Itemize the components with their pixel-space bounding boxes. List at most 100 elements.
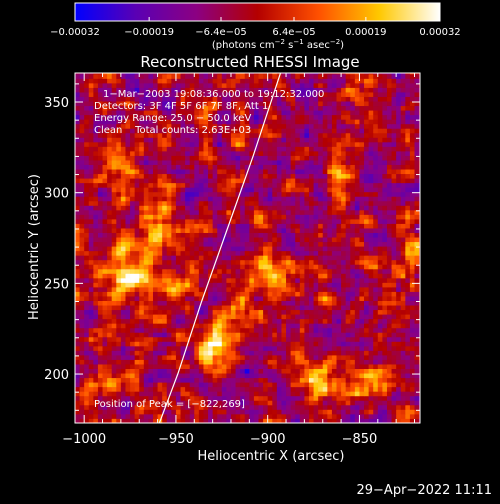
heatmap-cell bbox=[309, 387, 314, 392]
heatmap-cell bbox=[249, 251, 254, 256]
heatmap-cell bbox=[148, 146, 153, 151]
heatmap-cell bbox=[263, 169, 268, 174]
heatmap-cell bbox=[107, 178, 112, 183]
heatmap-cell bbox=[281, 210, 286, 215]
heatmap-cell bbox=[359, 337, 364, 342]
heatmap-cell bbox=[231, 237, 236, 242]
heatmap-cell bbox=[410, 278, 415, 283]
heatmap-cell bbox=[75, 269, 80, 274]
heatmap-cell bbox=[162, 260, 167, 265]
heatmap-cell bbox=[369, 192, 374, 197]
heatmap-cell bbox=[93, 228, 98, 233]
heatmap-cell bbox=[98, 373, 103, 378]
heatmap-cell bbox=[259, 360, 264, 365]
heatmap-cell bbox=[369, 278, 374, 283]
heatmap-cell bbox=[318, 251, 323, 256]
heatmap-cell bbox=[167, 137, 172, 142]
heatmap-cell bbox=[323, 260, 328, 265]
heatmap-cell bbox=[130, 337, 135, 342]
heatmap-cell bbox=[263, 273, 268, 278]
heatmap-cell bbox=[208, 409, 213, 414]
heatmap-cell bbox=[332, 169, 337, 174]
heatmap-cell bbox=[158, 391, 163, 396]
heatmap-cell bbox=[318, 382, 323, 387]
heatmap-cell bbox=[135, 178, 140, 183]
heatmap-cell bbox=[268, 205, 273, 210]
heatmap-cell bbox=[190, 296, 195, 301]
heatmap-cell bbox=[327, 346, 332, 351]
heatmap-cell bbox=[185, 373, 190, 378]
heatmap-cell bbox=[369, 156, 374, 161]
heatmap-cell bbox=[130, 360, 135, 365]
heatmap-cell bbox=[323, 219, 328, 224]
heatmap-cell bbox=[401, 382, 406, 387]
heatmap-cell bbox=[341, 396, 346, 401]
heatmap-cell bbox=[245, 355, 250, 360]
heatmap-cell bbox=[240, 169, 245, 174]
heatmap-cell bbox=[369, 310, 374, 315]
heatmap-cell bbox=[153, 378, 158, 383]
heatmap-cell bbox=[226, 142, 231, 147]
heatmap-cell bbox=[171, 355, 176, 360]
heatmap-cell bbox=[208, 214, 213, 219]
heatmap-cell bbox=[332, 346, 337, 351]
heatmap-cell bbox=[213, 165, 218, 170]
heatmap-cell bbox=[373, 328, 378, 333]
heatmap-cell bbox=[346, 405, 351, 410]
heatmap-cell bbox=[135, 310, 140, 315]
heatmap-cell bbox=[93, 269, 98, 274]
heatmap-cell bbox=[93, 146, 98, 151]
heatmap-cell bbox=[80, 246, 85, 251]
heatmap-cell bbox=[93, 305, 98, 310]
heatmap-cell bbox=[176, 255, 181, 260]
heatmap-cell bbox=[240, 269, 245, 274]
heatmap-cell bbox=[323, 382, 328, 387]
heatmap-cell bbox=[158, 156, 163, 161]
heatmap-cell bbox=[332, 323, 337, 328]
heatmap-cell bbox=[387, 160, 392, 165]
heatmap-cell bbox=[217, 260, 222, 265]
heatmap-cell bbox=[291, 169, 296, 174]
heatmap-cell bbox=[259, 305, 264, 310]
heatmap-cell bbox=[162, 224, 167, 229]
heatmap-cell bbox=[341, 214, 346, 219]
heatmap-cell bbox=[185, 251, 190, 256]
heatmap-cell bbox=[295, 396, 300, 401]
heatmap-cell bbox=[116, 242, 121, 247]
heatmap-cell bbox=[323, 273, 328, 278]
heatmap-cell bbox=[236, 174, 241, 179]
heatmap-cell bbox=[410, 169, 415, 174]
heatmap-cell bbox=[135, 187, 140, 192]
heatmap-cell bbox=[176, 251, 181, 256]
heatmap-cell bbox=[222, 183, 227, 188]
heatmap-cell bbox=[148, 332, 153, 337]
heatmap-cell bbox=[231, 137, 236, 142]
heatmap-cell bbox=[405, 210, 410, 215]
heatmap-cell bbox=[373, 301, 378, 306]
heatmap-cell bbox=[309, 251, 314, 256]
heatmap-cell bbox=[240, 355, 245, 360]
heatmap-cell bbox=[314, 350, 319, 355]
heatmap-cell bbox=[213, 273, 218, 278]
heatmap-cell bbox=[259, 201, 264, 206]
heatmap-cell bbox=[410, 323, 415, 328]
heatmap-cell bbox=[396, 323, 401, 328]
heatmap-cell bbox=[181, 224, 186, 229]
heatmap-cell bbox=[203, 142, 208, 147]
heatmap-cell bbox=[286, 146, 291, 151]
heatmap-cell bbox=[222, 210, 227, 215]
heatmap-cell bbox=[125, 169, 130, 174]
heatmap-cell bbox=[359, 396, 364, 401]
colorbar-tick-label: 0.00032 bbox=[419, 27, 460, 38]
heatmap-cell bbox=[107, 391, 112, 396]
heatmap-cell bbox=[369, 341, 374, 346]
heatmap-cell bbox=[337, 360, 342, 365]
heatmap-cell bbox=[167, 346, 172, 351]
heatmap-cell bbox=[286, 278, 291, 283]
heatmap-cell bbox=[378, 156, 383, 161]
heatmap-cell bbox=[181, 273, 186, 278]
heatmap-cell bbox=[249, 246, 254, 251]
heatmap-cell bbox=[116, 355, 121, 360]
heatmap-cell bbox=[185, 319, 190, 324]
heatmap-cell bbox=[185, 391, 190, 396]
